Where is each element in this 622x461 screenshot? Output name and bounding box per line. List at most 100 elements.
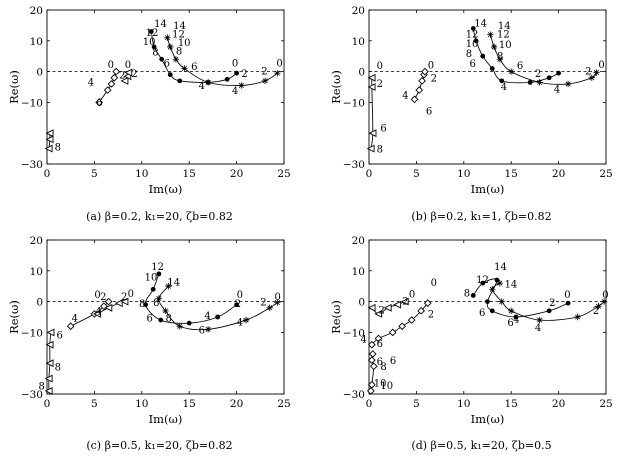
data-point: [480, 280, 486, 286]
point-label: 4: [204, 311, 210, 322]
x-tick-label: 15: [183, 398, 196, 410]
point-label: 8: [55, 142, 61, 153]
point-label: 10: [143, 37, 156, 48]
x-tick-label: 5: [413, 168, 420, 180]
data-point: [150, 286, 156, 292]
data-point: [367, 83, 376, 91]
data-point: [156, 271, 162, 277]
data-point: [242, 316, 250, 324]
y-tick-label: 10: [352, 266, 365, 278]
data-point: [470, 293, 476, 298]
y-tick-label: 0: [358, 297, 365, 309]
point-label: 2: [593, 306, 599, 317]
data-point: [181, 65, 188, 72]
y-axis-label: Re(ω): [329, 70, 343, 104]
data-point: [103, 86, 112, 94]
point-label: 2: [121, 292, 127, 303]
x-tick-label: 25: [277, 168, 290, 180]
x-tick-label: 20: [230, 168, 243, 180]
data-point: [564, 80, 572, 88]
point-label: 8: [153, 298, 159, 309]
data-point: [418, 77, 426, 85]
point-label: 6: [479, 308, 485, 319]
y-tick-label: 10: [30, 36, 43, 48]
data-point: [498, 298, 505, 305]
y-axis-label: Re(ω): [7, 70, 21, 104]
data-point: [45, 135, 54, 144]
x-tick-label: 25: [599, 398, 612, 410]
point-label: 6: [390, 356, 396, 367]
y-tick-label: 20: [30, 5, 43, 17]
point-label: 8: [38, 382, 44, 393]
y-tick-label: 0: [36, 297, 43, 309]
data-point: [410, 95, 419, 104]
y-tick-label: 10: [30, 266, 43, 278]
y-tick-label: −30: [21, 159, 43, 171]
data-point: [124, 68, 133, 77]
point-label: 10: [380, 381, 393, 392]
point-label: 4: [360, 334, 366, 345]
point-label: 4: [513, 315, 519, 326]
data-point: [508, 68, 515, 75]
data-point: [513, 314, 519, 320]
point-label: 14: [505, 279, 518, 290]
point-label: 14: [474, 19, 487, 30]
x-tick-label: 0: [44, 398, 51, 410]
panel-caption: (c) β=0.5, k₁=20, ζb=0.82: [86, 439, 232, 452]
point-label: 8: [466, 49, 472, 60]
data-point: [366, 144, 375, 153]
data-point: [261, 77, 269, 85]
point-label: 12: [497, 30, 510, 41]
y-tick-label: −10: [21, 327, 43, 339]
data-point: [368, 129, 377, 138]
series-1: 6 88: [38, 328, 63, 395]
point-label: 0: [276, 59, 282, 70]
point-label: 6: [377, 357, 383, 368]
point-label: 6: [147, 314, 153, 325]
point-label: 2: [535, 69, 541, 80]
series-1: 8: [44, 129, 61, 153]
data-point: [367, 303, 376, 312]
x-tick-label: 5: [413, 398, 420, 410]
x-tick-label: 10: [457, 168, 470, 180]
series-5: 146 420: [489, 279, 609, 334]
point-label: 6: [191, 62, 197, 73]
point-label: 0: [275, 292, 281, 303]
point-label: 6: [380, 124, 386, 135]
point-label: 6: [199, 326, 205, 337]
point-label: 2: [378, 305, 384, 316]
point-label: 2: [428, 310, 434, 321]
point-label: 0: [598, 60, 604, 71]
panel-caption: (b) β=0.2, k₁=1, ζb=0.82: [411, 210, 551, 223]
point-label: 8: [152, 47, 158, 58]
point-label: 4: [88, 77, 94, 88]
data-point: [496, 279, 504, 287]
data-point: [546, 308, 552, 314]
x-axis-label: Im(ω): [149, 412, 183, 426]
data-point: [367, 387, 375, 395]
data-point: [93, 309, 101, 318]
point-label: 12: [476, 275, 489, 286]
data-point: [383, 303, 392, 312]
data-point: [470, 26, 476, 31]
data-point: [234, 302, 240, 308]
x-axis-label: Im(ω): [471, 412, 505, 426]
point-label: 6: [426, 107, 432, 118]
point-label: 2: [241, 69, 247, 80]
data-point: [104, 303, 113, 312]
data-point: [374, 334, 383, 343]
data-point: [536, 316, 543, 324]
point-label: 0: [108, 60, 114, 71]
point-label: 4: [72, 314, 78, 325]
data-point: [367, 73, 376, 82]
point-label: 4: [501, 82, 507, 93]
data-point: [588, 74, 595, 81]
data-point: [398, 322, 407, 331]
y-tick-label: −10: [343, 327, 365, 339]
data-point: [151, 44, 157, 50]
point-label: 10: [466, 39, 479, 50]
data-point: [104, 297, 113, 306]
